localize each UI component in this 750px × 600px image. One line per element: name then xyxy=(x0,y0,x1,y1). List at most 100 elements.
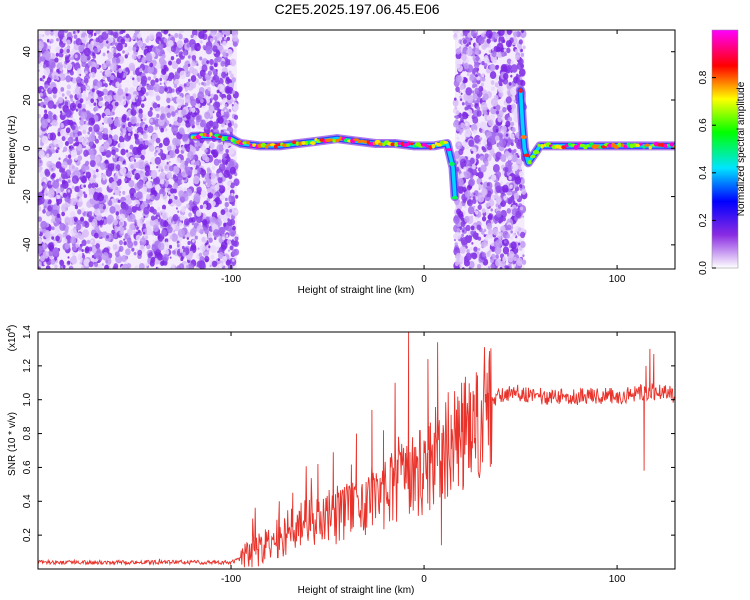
noise-blob xyxy=(476,110,482,117)
svg-text:(x104): (x104) xyxy=(6,325,18,352)
noise-blob xyxy=(91,182,96,189)
noise-blob xyxy=(486,115,491,121)
spectrogram-y-ticks: -40 -20 0 20 40 xyxy=(22,46,675,252)
noise-blob xyxy=(60,122,65,128)
noise-blob xyxy=(119,221,123,226)
noise-blob xyxy=(190,140,195,146)
noise-blob xyxy=(173,199,178,205)
noise-blob xyxy=(210,216,216,223)
noise-blob xyxy=(151,244,158,252)
noise-blob xyxy=(74,54,78,59)
noise-blob xyxy=(99,97,104,101)
noise-blob xyxy=(460,220,466,228)
noise-blob xyxy=(82,93,87,100)
noise-blob xyxy=(140,245,144,250)
noise-blob xyxy=(77,135,84,143)
noise-blob xyxy=(467,156,471,161)
noise-blob xyxy=(150,256,156,263)
noise-blob xyxy=(78,246,83,251)
noise-blob xyxy=(127,125,133,133)
noise-blob xyxy=(132,46,137,52)
noise-blob xyxy=(502,106,507,113)
noise-blob xyxy=(105,168,112,177)
noise-blob xyxy=(110,181,118,190)
noise-blob xyxy=(60,183,64,188)
noise-blob xyxy=(43,179,47,183)
noise-blob xyxy=(172,221,175,225)
noise-blob xyxy=(133,251,137,256)
noise-blob xyxy=(62,233,65,237)
noise-blob xyxy=(59,67,63,72)
noise-blob xyxy=(461,101,465,106)
noise-blob xyxy=(86,142,89,145)
noise-blob xyxy=(477,171,484,179)
noise-blob xyxy=(473,61,480,69)
signal-hotspot xyxy=(242,141,248,145)
noise-blob xyxy=(475,166,478,170)
noise-blob xyxy=(506,104,512,111)
noise-blob xyxy=(229,182,235,189)
noise-blob xyxy=(41,40,44,44)
noise-blob xyxy=(134,129,138,133)
noise-blob xyxy=(207,86,211,92)
noise-blob xyxy=(102,127,109,135)
noise-blob xyxy=(125,33,130,39)
noise-blob xyxy=(70,236,77,245)
noise-blob xyxy=(474,87,480,95)
noise-blob xyxy=(47,118,51,123)
noise-blob xyxy=(77,131,82,137)
noise-blob xyxy=(81,184,85,189)
noise-blob xyxy=(73,138,76,142)
noise-blob xyxy=(184,94,192,104)
signal-hotspot xyxy=(409,142,414,146)
noise-blob xyxy=(138,113,143,120)
noise-blob xyxy=(510,230,513,234)
noise-blob xyxy=(153,83,161,92)
noise-blob xyxy=(138,262,145,269)
noise-blob xyxy=(503,72,509,80)
noise-blob xyxy=(520,80,526,87)
noise-blob xyxy=(85,160,90,166)
noise-blob xyxy=(51,226,55,231)
noise-blob xyxy=(111,117,114,120)
signal-hotspot xyxy=(540,144,544,149)
noise-blob xyxy=(87,145,91,150)
noise-blob xyxy=(469,157,475,165)
snr-x-tick-label: 100 xyxy=(609,574,626,585)
noise-blob xyxy=(510,241,517,250)
noise-blob xyxy=(195,108,198,111)
noise-blob xyxy=(490,208,493,212)
noise-blob xyxy=(51,119,58,127)
noise-blob xyxy=(79,176,82,180)
noise-blob xyxy=(502,246,510,255)
noise-blob xyxy=(65,155,69,159)
noise-blob xyxy=(457,142,461,146)
noise-blob xyxy=(467,115,470,119)
noise-blob xyxy=(216,144,224,153)
noise-blob xyxy=(179,163,186,170)
noise-blob xyxy=(474,83,478,88)
noise-blob xyxy=(57,131,61,137)
noise-blob xyxy=(115,211,120,216)
noise-blob xyxy=(212,94,219,101)
noise-blob xyxy=(176,91,180,95)
noise-blob xyxy=(108,129,113,135)
noise-blob xyxy=(51,172,56,179)
noise-blob xyxy=(74,87,81,95)
noise-blob xyxy=(170,188,175,194)
noise-blob xyxy=(164,187,169,193)
noise-blob xyxy=(191,107,196,113)
noise-blob xyxy=(107,94,113,102)
noise-blob xyxy=(141,56,147,64)
noise-blob xyxy=(520,241,526,249)
noise-blob xyxy=(231,192,234,196)
noise-blob xyxy=(497,85,504,93)
noise-blob xyxy=(511,154,518,163)
noise-blob xyxy=(164,198,167,202)
noise-blob xyxy=(109,206,116,214)
noise-blob xyxy=(119,141,125,149)
noise-blob xyxy=(102,205,106,210)
noise-blob xyxy=(42,64,47,69)
noise-blob xyxy=(192,175,200,185)
noise-blob xyxy=(189,95,194,102)
